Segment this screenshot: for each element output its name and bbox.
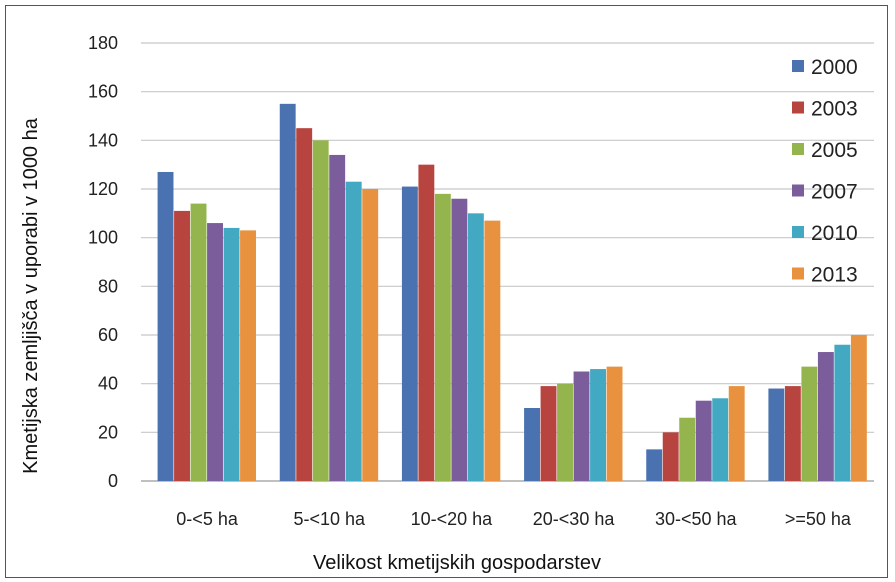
y-tick-label: 20 xyxy=(98,422,118,442)
bar-2005 xyxy=(557,383,573,481)
bar-2000 xyxy=(646,449,663,481)
bar-2010 xyxy=(834,344,851,481)
bar-2013 xyxy=(240,230,256,481)
legend-label: 2010 xyxy=(811,222,858,245)
y-tick-label: 160 xyxy=(88,82,118,102)
x-tick-label: 0-<5 ha xyxy=(176,509,239,529)
bar-2007 xyxy=(817,352,834,481)
bar-2005 xyxy=(434,193,451,481)
bar-2003 xyxy=(662,432,679,481)
legend-swatch-2010 xyxy=(792,226,804,238)
bar-2000 xyxy=(524,408,540,481)
legend: 2000 2003 2005 2007 2010 2013 xyxy=(792,56,858,287)
legend-swatch-2000 xyxy=(792,60,804,72)
legend-label: 2013 xyxy=(811,264,858,287)
bar-2007 xyxy=(451,198,468,481)
bar-2013 xyxy=(484,220,501,481)
y-tick-label: 140 xyxy=(88,130,118,150)
bar-2003 xyxy=(784,386,801,481)
bar-2000 xyxy=(768,388,785,481)
legend-swatch-2005 xyxy=(792,143,804,155)
bar-2013 xyxy=(728,386,745,481)
x-tick-label: 10-<20 ha xyxy=(411,509,494,529)
legend-label: 2003 xyxy=(811,98,858,121)
bar-2003 xyxy=(418,164,435,481)
legend-swatch-2007 xyxy=(792,184,804,197)
bar-2005 xyxy=(679,417,696,481)
bar-2005 xyxy=(190,203,207,481)
y-tick-label: 100 xyxy=(88,228,118,248)
bar-2007 xyxy=(207,223,223,482)
bar-2010 xyxy=(712,398,729,481)
bars xyxy=(157,103,867,482)
bar-2010 xyxy=(223,227,240,481)
bar-2013 xyxy=(606,366,623,481)
legend-label: 2000 xyxy=(811,56,858,79)
bar-2007 xyxy=(573,371,590,481)
bar-2013 xyxy=(362,189,379,481)
y-tick-label: 40 xyxy=(98,374,118,394)
y-axis-title: Kmetijska zemljišča v uporabi v 1000 ha xyxy=(20,117,42,474)
bar-chart: 0 20 40 60 80 100 120 140 160 180 0-<5 ha 5-<10 ha… xyxy=(20,33,874,574)
bar-2010 xyxy=(345,181,362,481)
legend-label: 2007 xyxy=(811,181,858,204)
bar-2010 xyxy=(590,369,606,481)
y-tick-label: 80 xyxy=(98,276,118,296)
x-axis-title: Velikost kmetijskih gospodarstev xyxy=(313,552,601,574)
chart-frame: 0 20 40 60 80 100 120 140 160 180 0-<5 ha 5-<10 ha… xyxy=(5,5,888,578)
x-tick-labels: 0-<5 ha 5-<10 ha 10-<20 ha 20-<30 ha 30-<50 … xyxy=(176,509,852,529)
bar-2007 xyxy=(695,400,712,481)
bar-2000 xyxy=(279,103,296,481)
legend-swatch-2003 xyxy=(792,101,804,114)
bar-2005 xyxy=(312,140,329,482)
legend-label: 2005 xyxy=(811,139,858,162)
y-tick-label: 0 xyxy=(108,471,118,491)
bar-2000 xyxy=(401,186,418,482)
x-tick-label: 20-<30 ha xyxy=(533,509,616,529)
x-tick-label: 30-<50 ha xyxy=(655,509,738,529)
bar-2005 xyxy=(801,366,818,481)
bar-2003 xyxy=(174,210,190,481)
y-tick-label: 60 xyxy=(98,325,118,345)
bar-2013 xyxy=(850,335,867,481)
x-tick-label: >=50 ha xyxy=(785,509,852,529)
y-tick-label: 120 xyxy=(88,179,118,199)
y-tick-label: 180 xyxy=(88,33,118,53)
bar-2003 xyxy=(296,128,313,481)
bar-2003 xyxy=(540,386,557,481)
y-tick-labels: 0 20 40 60 80 100 120 140 160 180 xyxy=(88,33,118,491)
x-tick-label: 5-<10 ha xyxy=(293,509,366,529)
legend-swatch-2013 xyxy=(792,267,804,280)
bar-2000 xyxy=(157,171,174,481)
bar-2007 xyxy=(329,154,346,481)
bar-2010 xyxy=(467,213,484,482)
gridlines xyxy=(141,42,874,482)
